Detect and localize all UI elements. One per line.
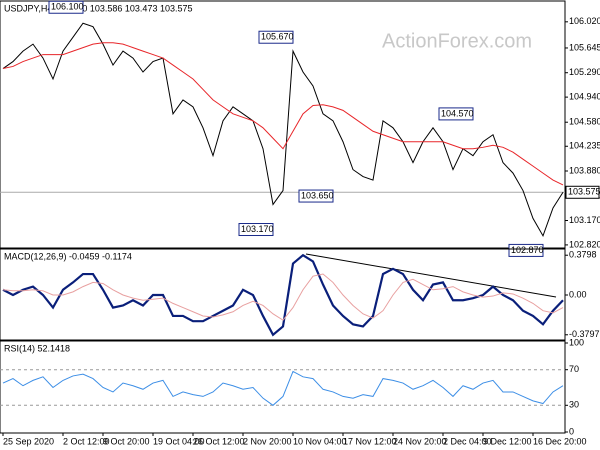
annotation-box: [258, 30, 294, 44]
annotation-label: 104.570: [441, 108, 474, 118]
x-tick-label: 2 Dec 04:00: [443, 436, 492, 446]
y-tick-label: 70: [569, 364, 579, 374]
y-tick-label: 104.940: [569, 91, 600, 101]
y-tick-label: 30: [569, 400, 579, 410]
trend-line: [305, 253, 557, 298]
x-tick-label: 2 Oct 12:00: [63, 436, 110, 446]
series-line: [2, 22, 564, 238]
x-tick-label: 26 Oct 12:00: [193, 436, 245, 446]
x-tick-label: 24 Nov 20:00: [393, 436, 447, 446]
panel-title: RSI(14) 52.1418: [4, 343, 70, 353]
y-tick-label: 104.580: [569, 117, 600, 127]
x-tick-label: 2 Nov 20:00: [243, 436, 292, 446]
annotation-label: 106.100: [51, 2, 84, 12]
current-price-label: 103.575: [568, 187, 600, 197]
panel-title: MACD(12,26,9) -0.0459 -0.1174: [4, 251, 132, 261]
annotation-label: 102.870: [511, 245, 544, 255]
series-line: [2, 370, 564, 406]
y-tick-label: 102.820: [569, 239, 600, 249]
y-tick-label: -0.3797: [569, 329, 600, 339]
y-tick-label: 104.235: [569, 141, 600, 151]
series-line: [2, 253, 564, 337]
y-tick-label: 0: [569, 426, 574, 436]
y-tick-label: 0.00: [569, 289, 587, 299]
annotation-label: 103.170: [241, 224, 274, 234]
y-tick-label: 105.290: [569, 67, 600, 77]
panel-title: USDJPY,H4 103.530 103.586 103.473 103.57…: [4, 3, 193, 13]
annotation-box: [508, 243, 544, 257]
y-tick-label: 106.020: [569, 16, 600, 26]
y-tick-label: 105.645: [569, 42, 600, 52]
y-tick-label: 103.880: [569, 165, 600, 175]
x-tick-label: 10 Nov 04:00: [293, 436, 347, 446]
x-tick-label: 17 Nov 12:00: [343, 436, 397, 446]
series-line: [2, 273, 564, 321]
annotation-box: [438, 107, 474, 121]
annotation-label: 105.670: [261, 32, 294, 42]
annotation-box: [48, 0, 84, 14]
y-tick-label: 0.3798: [569, 250, 597, 260]
annotation-label: 103.650: [301, 190, 334, 200]
annotation-box: [238, 223, 274, 237]
current-price-box: [565, 185, 600, 199]
annotation-box: [298, 189, 334, 203]
panel-frame: [0, 0, 566, 249]
panel-frame: [0, 340, 566, 434]
x-tick-label: 19 Oct 04:00: [153, 436, 205, 446]
x-tick-label: 9 Dec 12:00: [483, 436, 532, 446]
series-line: [2, 42, 564, 186]
x-tick-label: 9 Oct 20:00: [103, 436, 150, 446]
x-tick-label: 16 Dec 20:00: [533, 436, 587, 446]
watermark: ActionForex.com: [382, 30, 532, 52]
x-tick-label: 25 Sep 2020: [3, 436, 54, 446]
y-tick-label: 100: [569, 337, 584, 347]
y-tick-label: 103.170: [569, 215, 600, 225]
